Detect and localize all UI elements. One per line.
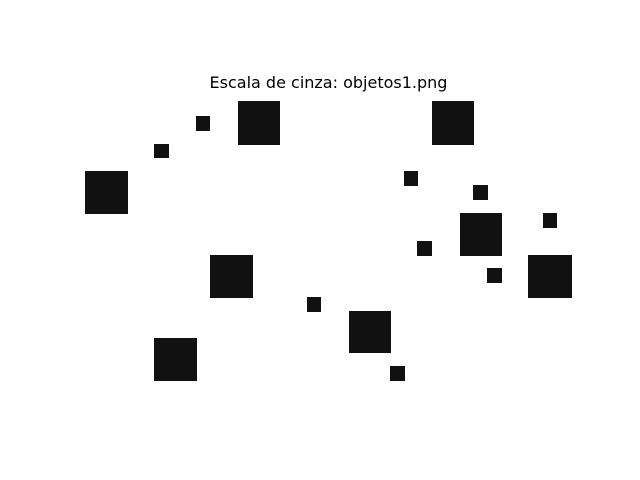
large-square-object	[528, 255, 572, 298]
objects-layer	[85, 101, 572, 381]
small-square-object	[487, 268, 502, 283]
small-square-object	[404, 171, 418, 186]
small-square-object	[543, 213, 557, 228]
small-square-object	[417, 241, 432, 256]
small-square-object	[390, 366, 405, 381]
small-square-object	[196, 116, 210, 131]
small-square-object	[473, 185, 488, 200]
large-square-object	[432, 101, 474, 145]
large-square-object	[210, 255, 253, 298]
small-square-object	[307, 297, 321, 312]
small-square-object	[154, 144, 169, 158]
large-square-object	[85, 171, 128, 214]
image-title: Escala de cinza: objetos1.png	[209, 73, 448, 92]
large-square-object	[154, 338, 197, 381]
large-square-object	[349, 311, 391, 353]
large-square-object	[238, 101, 280, 145]
large-square-object	[460, 213, 502, 256]
